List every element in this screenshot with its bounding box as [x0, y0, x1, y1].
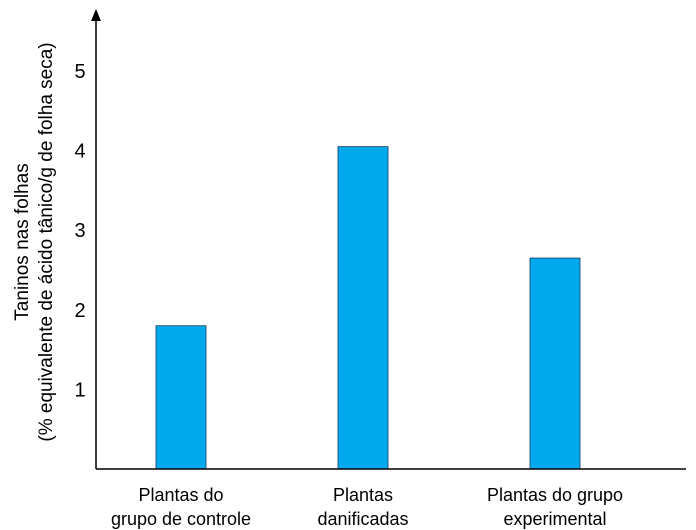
y-axis-label-line-2: (% equivalente de ácido tânico/g de folh… — [36, 42, 57, 441]
y-axis-arrow — [91, 9, 101, 21]
y-tick-label-3: 3 — [74, 220, 85, 242]
x-tick-label-3-line-2: experimental — [503, 509, 606, 529]
x-tick-label-2-line-2: danificadas — [317, 509, 408, 529]
y-tick-label-4: 4 — [74, 141, 85, 163]
x-tick-label-1-line-2: grupo de controle — [111, 509, 251, 529]
x-tick-label-2-line-1: Plantas — [333, 485, 393, 505]
x-tick-label-3-line-1: Plantas do grupo — [487, 485, 623, 505]
y-tick-label-5: 5 — [74, 61, 85, 83]
y-tick-label-1: 1 — [74, 379, 85, 401]
bar-1 — [155, 325, 207, 470]
bar-3 — [529, 257, 581, 470]
x-tick-label-1-line-1: Plantas do — [138, 485, 223, 505]
x-tick-labels: Plantas do grupo de controle Plantas danifi… — [111, 485, 623, 529]
y-tick-labels: 1 2 3 4 5 — [74, 61, 85, 401]
bars-group — [155, 146, 581, 470]
axes-group — [91, 9, 686, 470]
y-tick-label-2: 2 — [74, 300, 85, 322]
bar-2 — [337, 146, 389, 470]
y-axis-label-line-1: Taninos nas folhas — [12, 163, 33, 320]
